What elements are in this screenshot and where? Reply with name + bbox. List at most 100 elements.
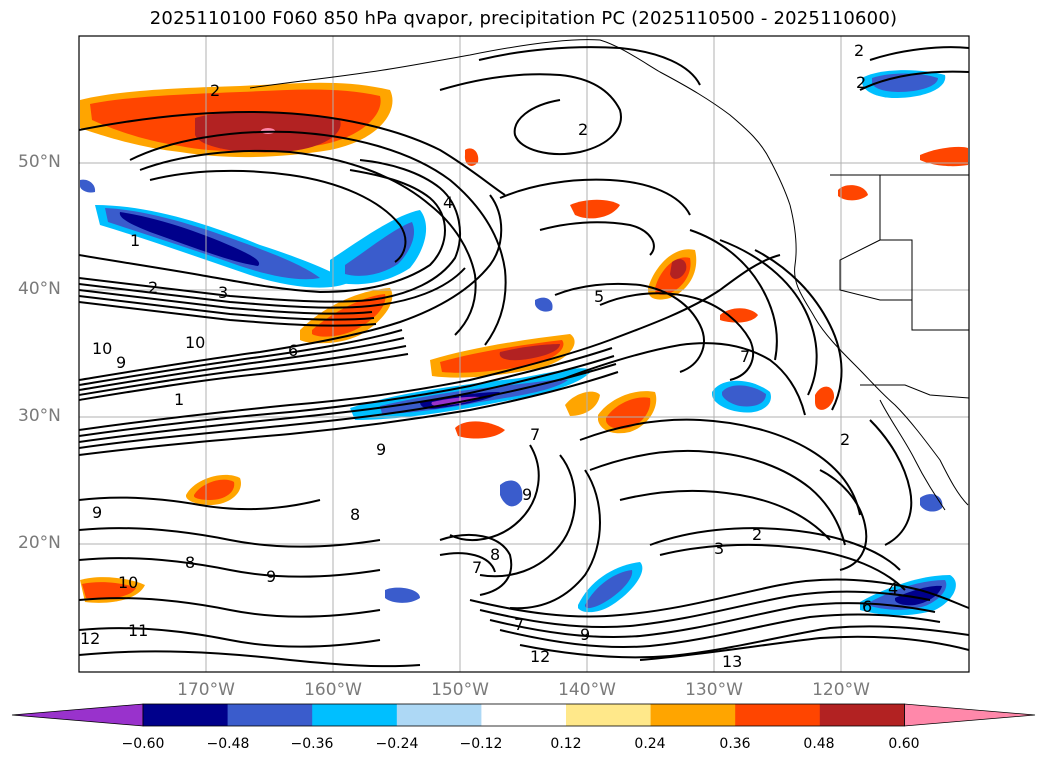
colorbar-extend-min <box>11 703 144 727</box>
positive-anomaly-region <box>920 146 968 167</box>
colorbar-segment <box>735 704 821 726</box>
lat-label-20n: 20°N <box>18 533 61 553</box>
colorbar-tick: −0.24 <box>375 736 419 752</box>
map-title: 2025110100 F060 850 hPa qvapor, precipit… <box>149 8 898 29</box>
negative-anomaly-region <box>722 385 766 407</box>
bc-coastline <box>789 204 969 506</box>
contour-label: 10 <box>185 333 205 352</box>
state-border <box>839 239 912 301</box>
contour-label: 2 <box>210 81 220 100</box>
colorbar-tick: 0.36 <box>719 736 751 752</box>
contour-label: 12 <box>80 629 100 648</box>
contour-label: 2 <box>752 525 762 544</box>
colorbar-tick: 0.12 <box>550 736 582 752</box>
lon-label-130w: 130°W <box>685 680 743 700</box>
colorbar-segment <box>143 704 229 726</box>
contour-label: 10 <box>118 573 138 592</box>
colorbar-segment <box>312 704 398 726</box>
baja-coastline <box>879 399 946 511</box>
negative-anomaly-region <box>895 585 942 606</box>
contour-label: 2 <box>856 73 866 92</box>
lon-label-120w: 120°W <box>812 680 870 700</box>
contour-label: 8 <box>350 505 360 524</box>
contour-label: 9 <box>92 503 102 522</box>
positive-anomaly-region <box>570 199 620 219</box>
negative-anomaly-region <box>920 494 943 512</box>
negative-anomaly-region <box>872 73 938 92</box>
colorbar-tick: −0.36 <box>290 736 334 752</box>
contour-label: 9 <box>580 625 590 644</box>
contour-labels: 1 2 2 2 2 2 3 4 4 5 6 7 7 7 8 8 9 9 9 9 … <box>80 41 898 671</box>
contour-label: 7 <box>740 347 750 366</box>
qvapor-contours <box>79 46 969 668</box>
colorbar-segment <box>566 704 652 726</box>
contour-label: 7 <box>514 615 524 634</box>
lon-label-160w: 160°W <box>304 680 362 700</box>
contour-label: 4 <box>888 579 898 598</box>
positive-anomaly-region <box>838 185 868 201</box>
positive-anomaly-region <box>720 308 758 323</box>
colorbar-tick: 0.48 <box>803 736 835 752</box>
contour-label: 6 <box>288 341 298 360</box>
colorbar-tick: 0.60 <box>888 736 920 752</box>
state-border <box>879 175 969 331</box>
positive-anomaly-region <box>455 421 505 439</box>
colorbar-outline <box>142 703 905 727</box>
negative-anomaly-region <box>585 570 633 609</box>
lon-label-150w: 150°W <box>431 680 489 700</box>
positive-anomaly-region <box>82 582 136 599</box>
contour-label: 3 <box>714 539 724 558</box>
lat-label-50n: 50°N <box>18 152 61 172</box>
colorbar-tick: −0.48 <box>206 736 250 752</box>
negative-anomaly-region <box>500 480 523 507</box>
colorbar-segment <box>227 704 313 726</box>
coastline-layer <box>249 39 969 511</box>
negative-anomaly-region <box>345 222 415 276</box>
colorbar-segment <box>396 704 482 726</box>
negative-anomaly-region <box>535 297 553 312</box>
lon-label-140w: 140°W <box>558 680 616 700</box>
contour-label: 2 <box>578 120 588 139</box>
contour-label: 8 <box>185 553 195 572</box>
contour-label: 4 <box>443 193 453 212</box>
colorbar-segment <box>481 704 567 726</box>
positive-anomaly-region <box>606 397 651 429</box>
contour-label: 9 <box>116 353 126 372</box>
contour-label: 1 <box>174 390 184 409</box>
contour-label: 2 <box>854 41 864 60</box>
positive-anomaly-region <box>194 479 235 500</box>
contour-label: 2 <box>840 430 850 449</box>
alaska-coastline <box>249 39 791 206</box>
lon-label-170w: 170°W <box>177 680 235 700</box>
contour-label: 9 <box>376 440 386 459</box>
contour-label: 12 <box>530 647 550 666</box>
lat-label-40n: 40°N <box>18 279 61 299</box>
negative-anomaly-region <box>385 587 420 603</box>
contour-label: 6 <box>862 597 872 616</box>
map-frame <box>78 35 970 673</box>
contour-label: 8 <box>490 545 500 564</box>
contour-label: 13 <box>722 652 742 671</box>
negative-anomaly-region <box>119 212 260 266</box>
contour-label: 11 <box>128 621 148 640</box>
positive-anomaly-region <box>670 259 687 279</box>
colorbar-extend-max <box>904 703 1036 727</box>
colorbar-segment <box>819 704 905 726</box>
lat-label-30n: 30°N <box>18 406 61 426</box>
negative-anomaly-region <box>431 396 480 406</box>
positive-anomaly-region <box>464 148 479 166</box>
colorbar-segment <box>650 704 736 726</box>
contour-label: 1 <box>130 231 140 250</box>
colorbar <box>11 703 1036 727</box>
contour-label: 9 <box>522 485 532 504</box>
positive-anomaly-region <box>565 391 600 416</box>
contour-label: 5 <box>594 287 604 306</box>
graticule <box>79 36 969 672</box>
colorbar-tick: −0.60 <box>121 736 165 752</box>
colorbar-tick: −0.12 <box>459 736 503 752</box>
precip-fill-layer <box>80 70 968 616</box>
contour-label: 7 <box>530 425 540 444</box>
positive-anomaly-region <box>815 386 835 410</box>
negative-anomaly-region <box>80 179 96 193</box>
